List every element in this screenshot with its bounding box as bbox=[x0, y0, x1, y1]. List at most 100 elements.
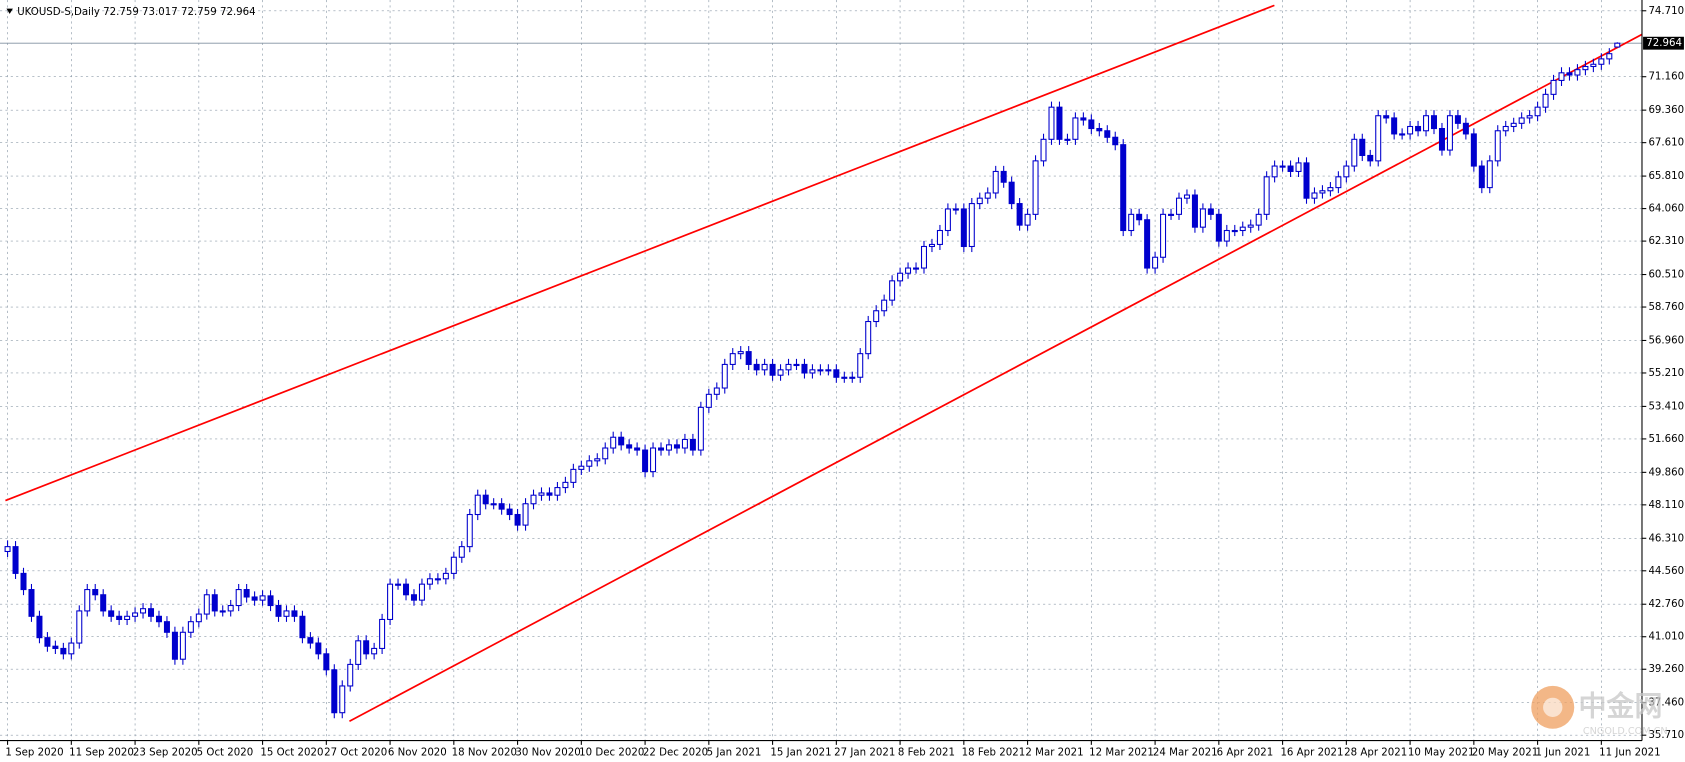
candle-body bbox=[60, 647, 67, 655]
candle-body bbox=[1056, 106, 1063, 140]
candle-body bbox=[1327, 187, 1334, 192]
candle-body bbox=[530, 494, 537, 505]
x-tick-label: 15 Jan 2021 bbox=[770, 747, 831, 758]
candle-body bbox=[865, 320, 872, 355]
candle-body bbox=[498, 503, 505, 510]
x-tick-label: 8 Feb 2021 bbox=[898, 747, 955, 758]
candle-body bbox=[1510, 122, 1517, 128]
candle-body bbox=[1048, 106, 1055, 140]
candle-body bbox=[1112, 136, 1119, 146]
candle-body bbox=[1215, 213, 1222, 242]
candle-body bbox=[1168, 213, 1175, 216]
candle-body bbox=[36, 615, 43, 639]
candle-body bbox=[1566, 72, 1573, 76]
candle-body bbox=[219, 610, 226, 613]
candle-body bbox=[20, 572, 27, 591]
candle-body bbox=[315, 642, 322, 655]
candle-body bbox=[1231, 229, 1238, 233]
x-tick-label: 1 Jun 2021 bbox=[1535, 747, 1590, 758]
last-price-label: 72.964 bbox=[1646, 38, 1682, 49]
candle-body bbox=[1375, 115, 1382, 162]
candle-body bbox=[1239, 226, 1246, 232]
candle-body bbox=[817, 369, 824, 372]
candle-body bbox=[474, 494, 481, 516]
candle-body bbox=[594, 458, 601, 462]
x-tick-label: 5 Jan 2021 bbox=[707, 747, 762, 758]
candle-body bbox=[363, 640, 370, 655]
x-tick-label: 10 May 2021 bbox=[1408, 747, 1475, 758]
candle-body bbox=[881, 299, 888, 312]
candle-body bbox=[403, 583, 410, 596]
candle-body bbox=[490, 503, 497, 506]
candle-body bbox=[1550, 79, 1557, 95]
candle-body bbox=[1271, 165, 1278, 178]
candle-body bbox=[1526, 115, 1533, 119]
candle-body bbox=[28, 589, 35, 617]
menu-triangle[interactable] bbox=[6, 8, 13, 14]
candle-body bbox=[785, 363, 792, 371]
candle-body bbox=[538, 492, 545, 496]
candle-body bbox=[1423, 115, 1430, 132]
candle-body bbox=[1590, 63, 1597, 68]
candle-body bbox=[1072, 117, 1079, 140]
candle-body bbox=[1430, 115, 1438, 130]
y-tick-label: 35.710 bbox=[1648, 730, 1684, 741]
candle-body bbox=[506, 508, 513, 516]
x-tick-label: 23 Sep 2020 bbox=[133, 747, 198, 758]
candle-body bbox=[626, 444, 633, 449]
candle-body bbox=[1335, 176, 1342, 189]
candle-body bbox=[92, 589, 99, 596]
candle-body bbox=[1399, 133, 1406, 136]
candle-body bbox=[1534, 106, 1541, 117]
x-tick-label: 6 Apr 2021 bbox=[1217, 747, 1274, 758]
candle-body bbox=[124, 615, 131, 620]
candle-body bbox=[203, 594, 210, 615]
candle-body bbox=[1040, 138, 1047, 162]
candle-body bbox=[721, 363, 728, 389]
candle-body bbox=[251, 596, 258, 601]
candle-body bbox=[1255, 213, 1262, 226]
candle-body bbox=[586, 460, 593, 467]
candle-body bbox=[1199, 208, 1206, 228]
candle-body bbox=[905, 267, 912, 274]
candle-body bbox=[355, 640, 362, 665]
candle-body bbox=[522, 503, 529, 526]
candle-body bbox=[562, 481, 569, 489]
y-tick-label: 67.610 bbox=[1648, 138, 1684, 149]
y-tick-label: 41.010 bbox=[1648, 632, 1684, 643]
x-tick-label: 27 Jan 2021 bbox=[834, 747, 895, 758]
candle-body bbox=[841, 376, 848, 379]
candle-body bbox=[1319, 190, 1326, 194]
candle-body bbox=[801, 363, 808, 374]
candle-body bbox=[689, 438, 696, 451]
candle-body bbox=[458, 546, 465, 558]
candle-body bbox=[920, 245, 927, 269]
candle-body bbox=[1391, 117, 1398, 135]
candle-body bbox=[554, 487, 561, 496]
candle-body bbox=[195, 613, 202, 623]
trendlines bbox=[5, 4, 1642, 723]
candle-body bbox=[275, 604, 282, 617]
x-tick-label: 1 Sep 2020 bbox=[5, 747, 63, 758]
candle-body bbox=[76, 610, 83, 644]
candle-body bbox=[1407, 125, 1414, 135]
candle-body bbox=[928, 243, 935, 248]
candle-body bbox=[52, 645, 59, 649]
candle-body bbox=[1343, 165, 1350, 178]
candle-body bbox=[171, 631, 178, 660]
x-tick-label: 2 Mar 2021 bbox=[1025, 747, 1083, 758]
candle-body bbox=[1311, 192, 1318, 199]
candle-body bbox=[960, 208, 967, 248]
candle-body bbox=[1287, 165, 1294, 172]
candle-body bbox=[697, 406, 704, 451]
candle-body bbox=[1470, 133, 1477, 167]
candle-body bbox=[705, 393, 712, 408]
candle-body bbox=[737, 351, 744, 355]
trend-line bbox=[349, 33, 1642, 723]
candle-body bbox=[1032, 160, 1039, 215]
y-tick-label: 60.510 bbox=[1648, 270, 1684, 281]
y-tick-label: 48.110 bbox=[1648, 500, 1684, 511]
candle-body bbox=[952, 208, 959, 211]
